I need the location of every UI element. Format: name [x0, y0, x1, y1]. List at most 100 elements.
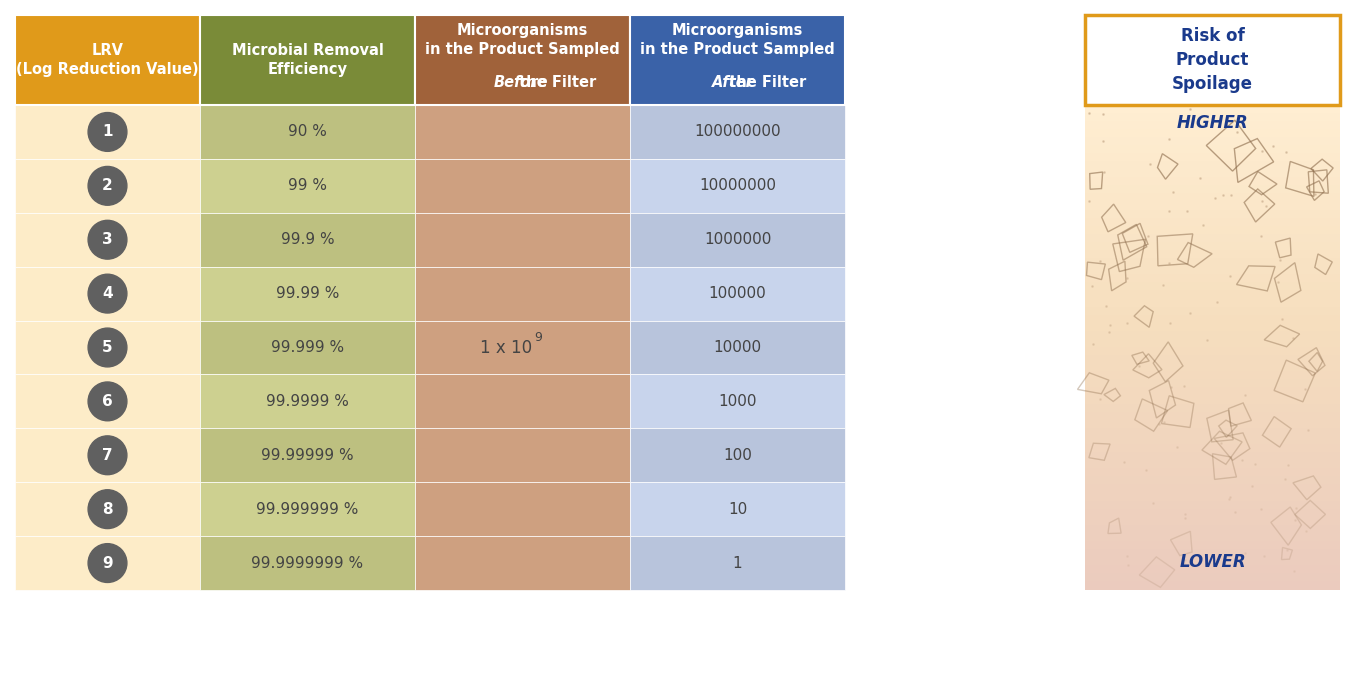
- Bar: [630, 266, 845, 321]
- Bar: [15, 266, 200, 321]
- Bar: [1085, 161, 1341, 169]
- Circle shape: [88, 274, 127, 313]
- Bar: [1085, 105, 1341, 113]
- Circle shape: [88, 220, 127, 259]
- Bar: [200, 159, 414, 213]
- Bar: [414, 266, 630, 321]
- Bar: [1085, 533, 1341, 541]
- Text: 1000000: 1000000: [703, 232, 771, 247]
- Text: the Filter: the Filter: [514, 74, 597, 90]
- Bar: [15, 15, 200, 105]
- Bar: [630, 428, 845, 482]
- Bar: [414, 482, 630, 536]
- Text: 4: 4: [103, 286, 113, 301]
- Bar: [1085, 137, 1341, 146]
- Bar: [1085, 185, 1341, 194]
- Bar: [1085, 153, 1341, 162]
- Bar: [15, 536, 200, 590]
- Bar: [630, 375, 845, 428]
- Bar: [1085, 201, 1341, 210]
- Bar: [1085, 282, 1341, 291]
- Bar: [414, 15, 630, 105]
- Bar: [1085, 274, 1341, 283]
- Bar: [1085, 500, 1341, 509]
- Bar: [1085, 218, 1341, 226]
- Bar: [15, 321, 200, 375]
- Bar: [200, 213, 414, 266]
- Bar: [414, 321, 630, 375]
- Text: Microorganisms
in the Product Sampled: Microorganisms in the Product Sampled: [640, 23, 834, 58]
- Text: 10000000: 10000000: [699, 178, 776, 194]
- Bar: [200, 15, 414, 105]
- Text: 5: 5: [103, 340, 113, 355]
- Bar: [1085, 331, 1341, 339]
- Text: Before: Before: [493, 74, 548, 90]
- Circle shape: [88, 167, 127, 205]
- Bar: [1085, 493, 1341, 501]
- Text: LRV
(Log Reduction Value): LRV (Log Reduction Value): [16, 42, 198, 78]
- Bar: [15, 375, 200, 428]
- Text: 100000: 100000: [709, 286, 767, 301]
- Bar: [200, 321, 414, 375]
- Bar: [15, 482, 200, 536]
- Text: 1: 1: [103, 124, 113, 139]
- Bar: [1085, 444, 1341, 452]
- Bar: [1085, 250, 1341, 259]
- Bar: [1085, 557, 1341, 566]
- Text: 99.99 %: 99.99 %: [275, 286, 339, 301]
- Text: HIGHER: HIGHER: [1177, 114, 1249, 132]
- Circle shape: [88, 112, 127, 151]
- Bar: [630, 105, 845, 159]
- Bar: [1085, 314, 1341, 323]
- Text: the Filter: the Filter: [725, 74, 806, 90]
- Circle shape: [88, 436, 127, 475]
- Bar: [1085, 290, 1341, 299]
- Bar: [1085, 194, 1341, 202]
- Text: 3: 3: [103, 232, 113, 247]
- Bar: [630, 482, 845, 536]
- Bar: [1085, 420, 1341, 428]
- Bar: [1085, 387, 1341, 396]
- Bar: [414, 159, 630, 213]
- Text: 1000: 1000: [718, 394, 757, 409]
- Text: 10: 10: [728, 502, 747, 516]
- Bar: [1085, 468, 1341, 477]
- Bar: [1085, 517, 1341, 525]
- Bar: [1085, 242, 1341, 251]
- Text: 99 %: 99 %: [288, 178, 327, 194]
- Bar: [414, 213, 630, 266]
- Text: 1 x 10: 1 x 10: [481, 339, 532, 357]
- Text: LOWER: LOWER: [1179, 553, 1246, 571]
- Bar: [1085, 112, 1341, 121]
- Bar: [15, 428, 200, 482]
- Bar: [1085, 452, 1341, 461]
- Bar: [1085, 258, 1341, 266]
- Bar: [200, 105, 414, 159]
- Bar: [414, 428, 630, 482]
- Bar: [1085, 371, 1341, 380]
- Bar: [1085, 541, 1341, 550]
- Bar: [1085, 484, 1341, 493]
- Bar: [1085, 266, 1341, 275]
- Bar: [630, 15, 845, 105]
- Text: 99.999999 %: 99.999999 %: [256, 502, 359, 516]
- Bar: [200, 266, 414, 321]
- Bar: [1085, 509, 1341, 517]
- Bar: [1085, 347, 1341, 355]
- Text: 90 %: 90 %: [288, 124, 327, 139]
- Bar: [200, 428, 414, 482]
- Bar: [1085, 323, 1341, 331]
- Text: Risk of
Product
Spoilage: Risk of Product Spoilage: [1172, 27, 1253, 92]
- Bar: [1085, 307, 1341, 315]
- Bar: [1085, 210, 1341, 218]
- Text: Microbial Removal
Efficiency: Microbial Removal Efficiency: [232, 42, 383, 78]
- Circle shape: [88, 490, 127, 529]
- Text: 8: 8: [103, 502, 113, 516]
- Bar: [1085, 460, 1341, 468]
- Bar: [15, 105, 200, 159]
- Text: 7: 7: [103, 448, 113, 463]
- Bar: [1085, 396, 1341, 404]
- Text: 100000000: 100000000: [694, 124, 780, 139]
- Text: 6: 6: [103, 394, 113, 409]
- Bar: [1085, 339, 1341, 348]
